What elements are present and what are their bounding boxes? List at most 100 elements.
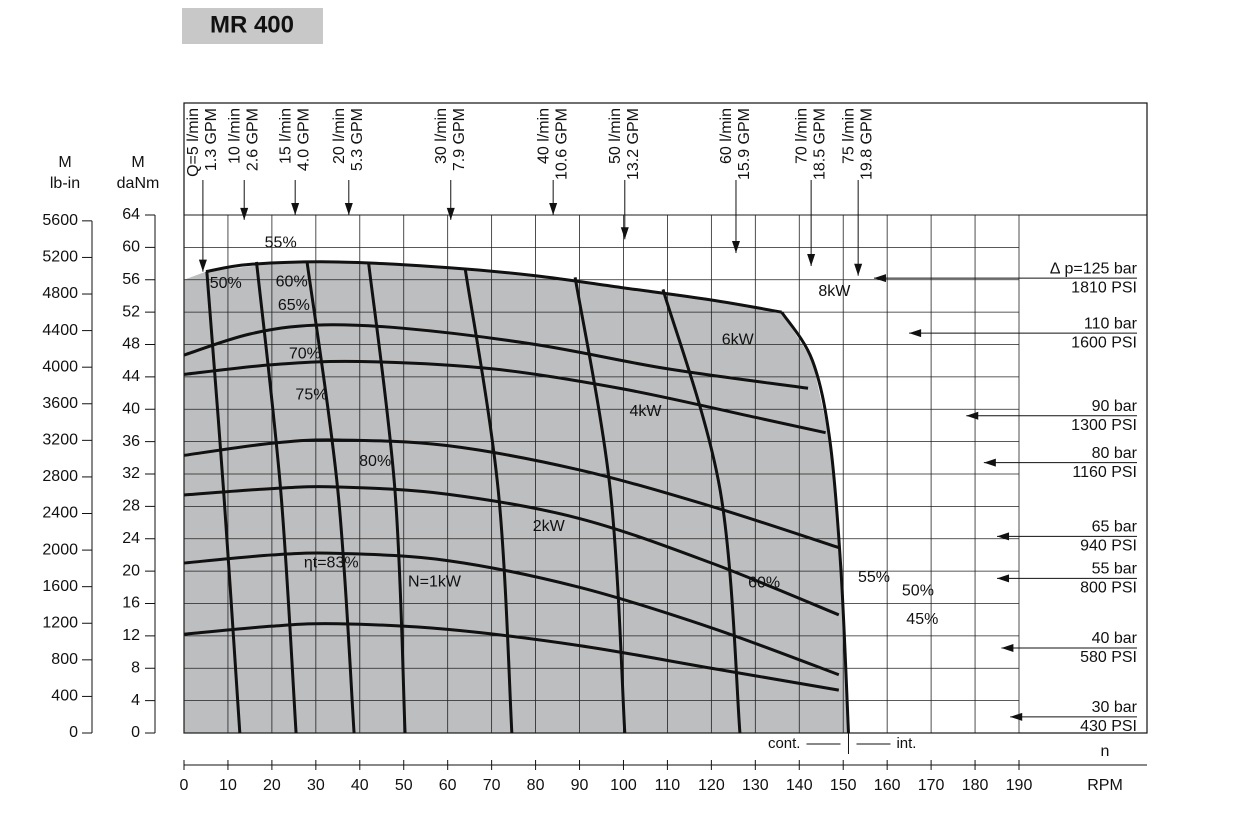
annotation: 8kW (818, 283, 851, 300)
pressure-label: 65 bar (1092, 519, 1138, 536)
pressure-label: 40 bar (1092, 630, 1138, 647)
y-tick-label: 4 (131, 692, 140, 709)
arrow-head (240, 207, 249, 220)
x-tick-label: 0 (180, 777, 189, 794)
y2-tick-label: 1200 (42, 614, 78, 631)
y2-tick-label: 800 (51, 651, 78, 668)
flow-label: 10 l/min (226, 108, 243, 164)
pressure-curve (183, 323, 809, 390)
arrow-head (344, 203, 353, 215)
y-tick-label: 40 (122, 400, 140, 417)
flow-curve (205, 271, 242, 734)
flow-curve (305, 261, 356, 734)
arrow-head (983, 458, 996, 467)
y-tick-label: 60 (122, 239, 140, 256)
flow-label: 50 l/min (607, 108, 624, 164)
x-tick-label: 140 (786, 777, 813, 794)
y2-tick-label: 0 (69, 724, 78, 741)
flow-curve (573, 277, 627, 734)
cont-region (184, 261, 849, 733)
flow-curve (255, 261, 298, 734)
x-tick-label: 120 (698, 777, 725, 794)
pressure-label: 940 PSI (1080, 538, 1137, 555)
y2-tick-label: 5600 (42, 212, 78, 229)
x-tick-label: 60 (439, 777, 457, 794)
arrow-head (807, 253, 816, 266)
flow-label: 5.3 GPM (349, 108, 366, 171)
y-tick-label: 20 (122, 562, 140, 579)
flow-label: 30 l/min (433, 108, 450, 164)
pressure-label: 430 PSI (1080, 718, 1137, 735)
arrow-head (997, 574, 1010, 583)
pressure-label: 1300 PSI (1071, 417, 1137, 434)
y-tick-label: 12 (122, 627, 140, 644)
x-tick-label: 50 (395, 777, 413, 794)
annotation: 60% (748, 574, 780, 591)
flow-label: 2.6 GPM (244, 108, 261, 171)
arrow-head (1010, 712, 1023, 721)
y-tick-label: 0 (131, 724, 140, 741)
pressure-curve (183, 622, 840, 692)
y2-tick-label: 1600 (42, 578, 78, 595)
annotation: 60% (276, 273, 308, 290)
y2-label: M (58, 154, 71, 171)
x-tick-label: 20 (263, 777, 281, 794)
flow-label: Q=5 l/min (185, 108, 202, 177)
annotation: 4kW (629, 403, 662, 420)
flow-label: 1.3 GPM (203, 108, 220, 171)
x-unit: RPM (1087, 777, 1123, 794)
y2-tick-label: 400 (51, 688, 78, 705)
flow-label: 15.9 GPM (736, 108, 753, 180)
flow-label: 60 l/min (718, 108, 735, 164)
x-tick-label: 10 (219, 777, 237, 794)
x-tick-label: 100 (610, 777, 637, 794)
x-tick-label: 40 (351, 777, 369, 794)
arrow-head (873, 274, 886, 283)
arrow-head (731, 241, 740, 254)
flow-label: 15 l/min (277, 108, 294, 164)
y-tick-label: 56 (122, 271, 140, 288)
annotation: 75% (295, 387, 327, 404)
x-tick-label: 180 (962, 777, 989, 794)
annotation: 2kW (533, 518, 566, 535)
y-tick-label: 24 (122, 530, 140, 547)
annotation: 50% (210, 275, 242, 292)
pressure-curve (183, 359, 826, 435)
annotation: ηt=83% (304, 554, 359, 571)
arrow-head (446, 207, 455, 220)
x-tick-label: 190 (1006, 777, 1033, 794)
y2-tick-label: 2400 (42, 505, 78, 522)
title-box (182, 8, 323, 44)
x-tick-label: 110 (655, 777, 681, 794)
pressure-label: 30 bar (1092, 699, 1138, 716)
arrow-head (997, 532, 1010, 541)
x-tick-label: 170 (918, 777, 945, 794)
flow-label: 13.2 GPM (625, 108, 642, 180)
arrow-head (909, 329, 922, 338)
flow-label: 18.5 GPM (811, 108, 828, 180)
arrow-head (549, 203, 558, 215)
arrow-head (1001, 644, 1014, 653)
y2-tick-label: 2000 (42, 541, 78, 558)
y-tick-label: 8 (131, 659, 140, 676)
arrow-head (198, 259, 207, 272)
y-label: daNm (117, 175, 160, 192)
y-tick-label: 16 (122, 595, 140, 612)
pressure-label: 55 bar (1092, 561, 1138, 578)
pressure-label: 1160 PSI (1072, 464, 1137, 481)
annotation: 65% (278, 297, 310, 314)
pressure-label: 580 PSI (1080, 649, 1137, 666)
arrow-head (291, 203, 300, 215)
annotation: 6kW (722, 332, 755, 349)
x-tick-label: 30 (307, 777, 325, 794)
annotation: 45% (906, 611, 938, 628)
y2-tick-label: 3600 (42, 395, 78, 412)
x-tick-label: 90 (571, 777, 589, 794)
x-tick-label: 80 (527, 777, 545, 794)
arrow-head (620, 227, 629, 240)
y-tick-label: 44 (122, 368, 140, 385)
flow-label: 70 l/min (793, 108, 810, 164)
pressure-curve (183, 485, 840, 617)
annotation: 55% (858, 569, 890, 586)
annotation: 50% (902, 583, 934, 600)
